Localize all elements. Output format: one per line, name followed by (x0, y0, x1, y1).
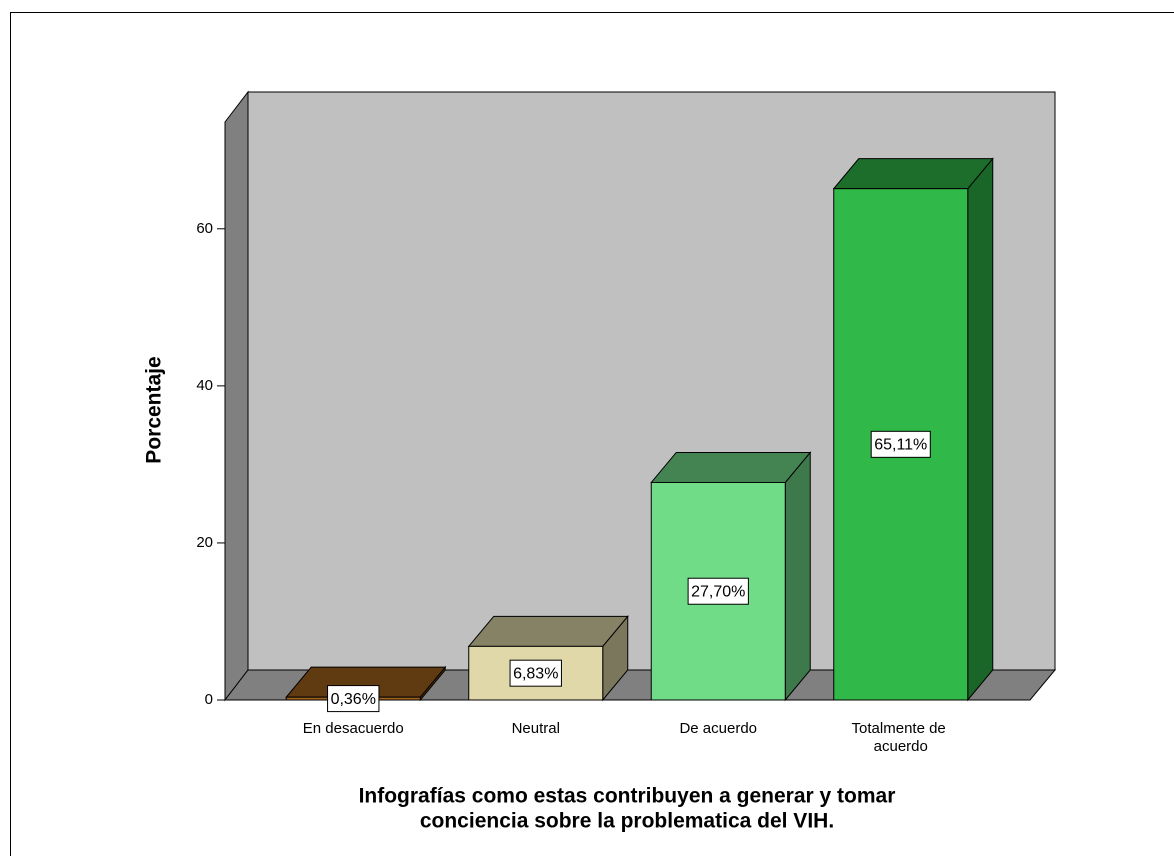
x-tick-label: Totalmente de acuerdo (852, 720, 950, 755)
bar-side (784, 451, 811, 702)
y-tick-label: 0 (205, 691, 213, 708)
bar-top (832, 158, 994, 190)
text-line: acuerdo (874, 738, 928, 755)
y-axis-title: Porcentaje (143, 356, 166, 463)
x-tick-label: Neutral (512, 720, 560, 737)
value-label-box (509, 659, 562, 687)
x-tick-label: De acuerdo (679, 720, 757, 737)
value-label: 6,83% (513, 665, 558, 682)
value-label-box (327, 685, 380, 713)
x-axis-title: Infografías como estas contribuyen a gen… (359, 785, 896, 808)
y-tick-label: 40 (196, 377, 213, 394)
value-label: 27,70% (691, 583, 745, 600)
value-label: 65,11% (874, 437, 927, 454)
text-line: Totalmente de (852, 720, 950, 737)
bar-top (650, 451, 812, 483)
value-label: 0,36% (331, 691, 376, 708)
side-wall (224, 90, 249, 702)
x-tick-label: En desacuerdo (303, 720, 404, 737)
bar-side (967, 157, 994, 702)
value-label-box (687, 577, 749, 605)
y-tick-label: 60 (196, 220, 213, 237)
bar-top (467, 615, 629, 647)
x-axis-title: conciencia sobre la problematica del VIH… (420, 810, 834, 833)
y-tick-label: 20 (196, 534, 213, 551)
value-label-box (870, 430, 931, 458)
